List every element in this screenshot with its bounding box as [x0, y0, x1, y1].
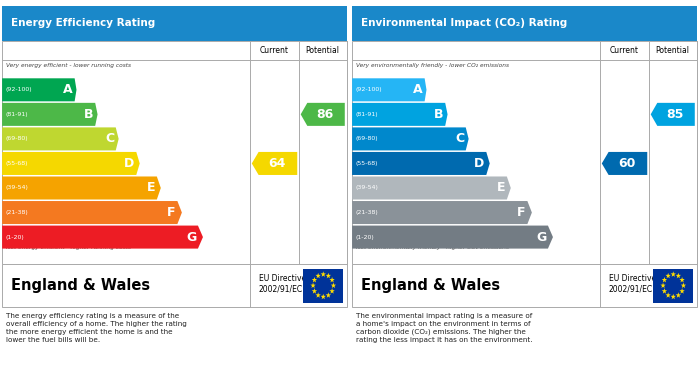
Text: EU Directive
2002/91/EC: EU Directive 2002/91/EC [609, 274, 656, 293]
Polygon shape [312, 288, 317, 294]
Bar [352, 6, 696, 41]
Polygon shape [681, 283, 686, 288]
Polygon shape [2, 152, 140, 175]
Text: C: C [455, 133, 464, 145]
Text: England & Wales: England & Wales [360, 278, 500, 293]
Polygon shape [2, 127, 118, 151]
Polygon shape [252, 152, 298, 175]
Text: (21-38): (21-38) [356, 210, 378, 215]
Bar [654, 269, 693, 303]
Text: The environmental impact rating is a measure of
a home's impact on the environme: The environmental impact rating is a mea… [356, 313, 532, 343]
Polygon shape [671, 294, 676, 299]
Polygon shape [316, 292, 321, 298]
Text: E: E [146, 181, 155, 194]
Polygon shape [326, 292, 331, 298]
Text: (1-20): (1-20) [356, 235, 375, 240]
Polygon shape [352, 127, 468, 151]
Polygon shape [676, 273, 681, 278]
Text: (21-38): (21-38) [6, 210, 28, 215]
Polygon shape [680, 288, 685, 294]
Text: Potential: Potential [656, 46, 690, 55]
Text: 86: 86 [316, 108, 333, 121]
Polygon shape [662, 277, 667, 282]
Polygon shape [680, 277, 685, 282]
Polygon shape [352, 103, 447, 126]
Bar [2, 264, 346, 307]
Text: Not environmentally friendly - higher CO₂ emissions: Not environmentally friendly - higher CO… [356, 246, 508, 251]
Polygon shape [330, 288, 335, 294]
Text: Current: Current [260, 46, 289, 55]
Text: (55-68): (55-68) [6, 161, 28, 166]
Text: D: D [125, 157, 134, 170]
Text: (39-54): (39-54) [6, 185, 29, 190]
Text: (69-80): (69-80) [6, 136, 28, 142]
Polygon shape [2, 176, 161, 199]
Text: 85: 85 [666, 108, 683, 121]
Text: E: E [496, 181, 505, 194]
Text: Not energy efficient - higher running costs: Not energy efficient - higher running co… [6, 246, 130, 251]
Polygon shape [331, 283, 336, 288]
Bar [352, 41, 696, 264]
Bar [2, 41, 346, 264]
Text: A: A [63, 83, 73, 96]
Text: B: B [84, 108, 94, 121]
Polygon shape [2, 201, 182, 224]
Text: (39-54): (39-54) [356, 185, 379, 190]
Text: (69-80): (69-80) [356, 136, 378, 142]
Polygon shape [321, 294, 326, 299]
Polygon shape [352, 226, 553, 249]
Polygon shape [352, 201, 532, 224]
Text: (1-20): (1-20) [6, 235, 25, 240]
Polygon shape [602, 152, 648, 175]
Bar [352, 264, 696, 307]
Text: C: C [105, 133, 114, 145]
Polygon shape [326, 273, 331, 278]
Polygon shape [352, 152, 490, 175]
Text: F: F [167, 206, 176, 219]
Polygon shape [666, 273, 671, 278]
Polygon shape [316, 273, 321, 278]
Text: 64: 64 [268, 157, 286, 170]
Text: G: G [186, 231, 196, 244]
Text: (81-91): (81-91) [6, 112, 28, 117]
Polygon shape [2, 226, 203, 249]
Text: G: G [536, 231, 546, 244]
Polygon shape [310, 283, 316, 288]
Text: Environmental Impact (CO₂) Rating: Environmental Impact (CO₂) Rating [360, 18, 567, 28]
Text: (92-100): (92-100) [356, 87, 382, 92]
Text: (92-100): (92-100) [6, 87, 32, 92]
Text: B: B [434, 108, 444, 121]
Bar [2, 6, 346, 41]
Polygon shape [352, 176, 511, 199]
Text: A: A [413, 83, 423, 96]
Polygon shape [662, 288, 667, 294]
Text: (55-68): (55-68) [356, 161, 378, 166]
Text: England & Wales: England & Wales [10, 278, 150, 293]
Text: Very environmentally friendly - lower CO₂ emissions: Very environmentally friendly - lower CO… [356, 63, 508, 68]
Polygon shape [676, 292, 681, 298]
Text: (81-91): (81-91) [356, 112, 378, 117]
Polygon shape [352, 78, 426, 101]
Text: EU Directive
2002/91/EC: EU Directive 2002/91/EC [259, 274, 306, 293]
Polygon shape [651, 103, 695, 126]
Polygon shape [321, 271, 326, 277]
Polygon shape [666, 292, 671, 298]
Bar [304, 269, 343, 303]
Polygon shape [312, 277, 317, 282]
Text: Energy Efficiency Rating: Energy Efficiency Rating [10, 18, 155, 28]
Polygon shape [330, 277, 335, 282]
Text: D: D [475, 157, 484, 170]
Text: Very energy efficient - lower running costs: Very energy efficient - lower running co… [6, 63, 130, 68]
Text: 60: 60 [618, 157, 636, 170]
Polygon shape [2, 78, 76, 101]
Polygon shape [2, 103, 97, 126]
Text: Potential: Potential [306, 46, 340, 55]
Polygon shape [301, 103, 345, 126]
Text: Current: Current [610, 46, 639, 55]
Text: The energy efficiency rating is a measure of the
overall efficiency of a home. T: The energy efficiency rating is a measur… [6, 313, 186, 343]
Text: F: F [517, 206, 526, 219]
Polygon shape [660, 283, 666, 288]
Polygon shape [671, 271, 676, 277]
